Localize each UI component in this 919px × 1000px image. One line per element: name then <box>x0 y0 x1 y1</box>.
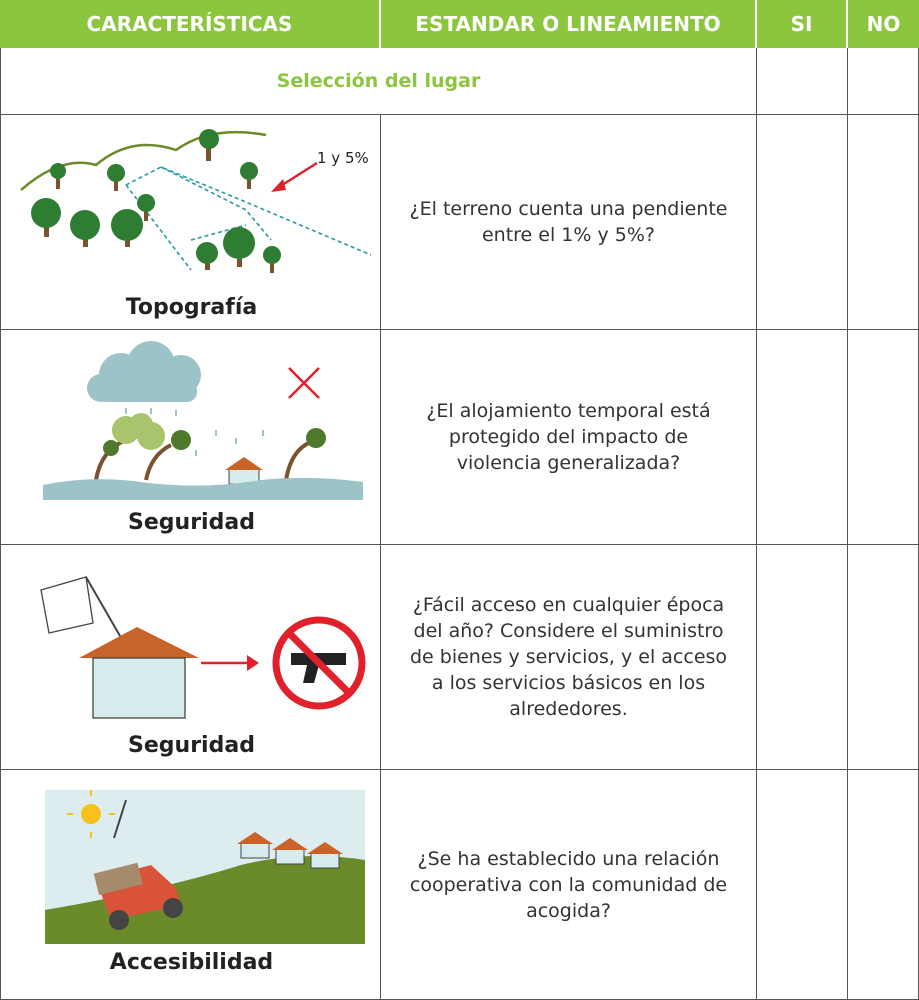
header-cell: NO <box>848 0 919 48</box>
illustration: 1 y 5% <box>20 129 372 273</box>
si-cell <box>757 330 848 545</box>
si-cell <box>757 545 848 770</box>
feature-cell: 1 y 5% Topografía <box>0 115 381 330</box>
illustration <box>43 341 363 500</box>
feature-cell: Seguridad <box>0 330 381 545</box>
illustration <box>45 790 365 944</box>
question: ¿Fácil acceso en cualquier época del año… <box>381 545 757 770</box>
question: ¿Se ha establecido una relación cooperat… <box>381 770 757 1000</box>
question: ¿El alojamiento temporal está protegido … <box>381 330 757 545</box>
feature-label: Topografía <box>125 295 258 320</box>
no-cell <box>848 770 919 1000</box>
si-cell <box>757 48 848 115</box>
no-cell <box>848 545 919 770</box>
si-cell <box>757 115 848 330</box>
feature-label: Seguridad <box>128 733 255 758</box>
illustration <box>40 576 366 719</box>
section-title: Selección del lugar <box>0 48 757 115</box>
no-cell <box>848 48 919 115</box>
question: ¿El terreno cuenta una pendiente entre e… <box>381 115 757 330</box>
feature-cell: Seguridad <box>0 545 381 770</box>
feature-label: Accesibilidad <box>109 950 274 975</box>
header-cell: ESTANDAR O LINEAMIENTO <box>381 0 757 48</box>
feature-label: Seguridad <box>128 510 255 535</box>
feature-cell: Accesibilidad <box>0 770 381 1000</box>
si-cell <box>757 770 848 1000</box>
no-cell <box>848 115 919 330</box>
header-cell: SI <box>757 0 848 48</box>
slope-annotation: 1 y 5% <box>317 149 369 167</box>
header-cell: CARACTERÍSTICAS <box>0 0 381 48</box>
no-cell <box>848 330 919 545</box>
